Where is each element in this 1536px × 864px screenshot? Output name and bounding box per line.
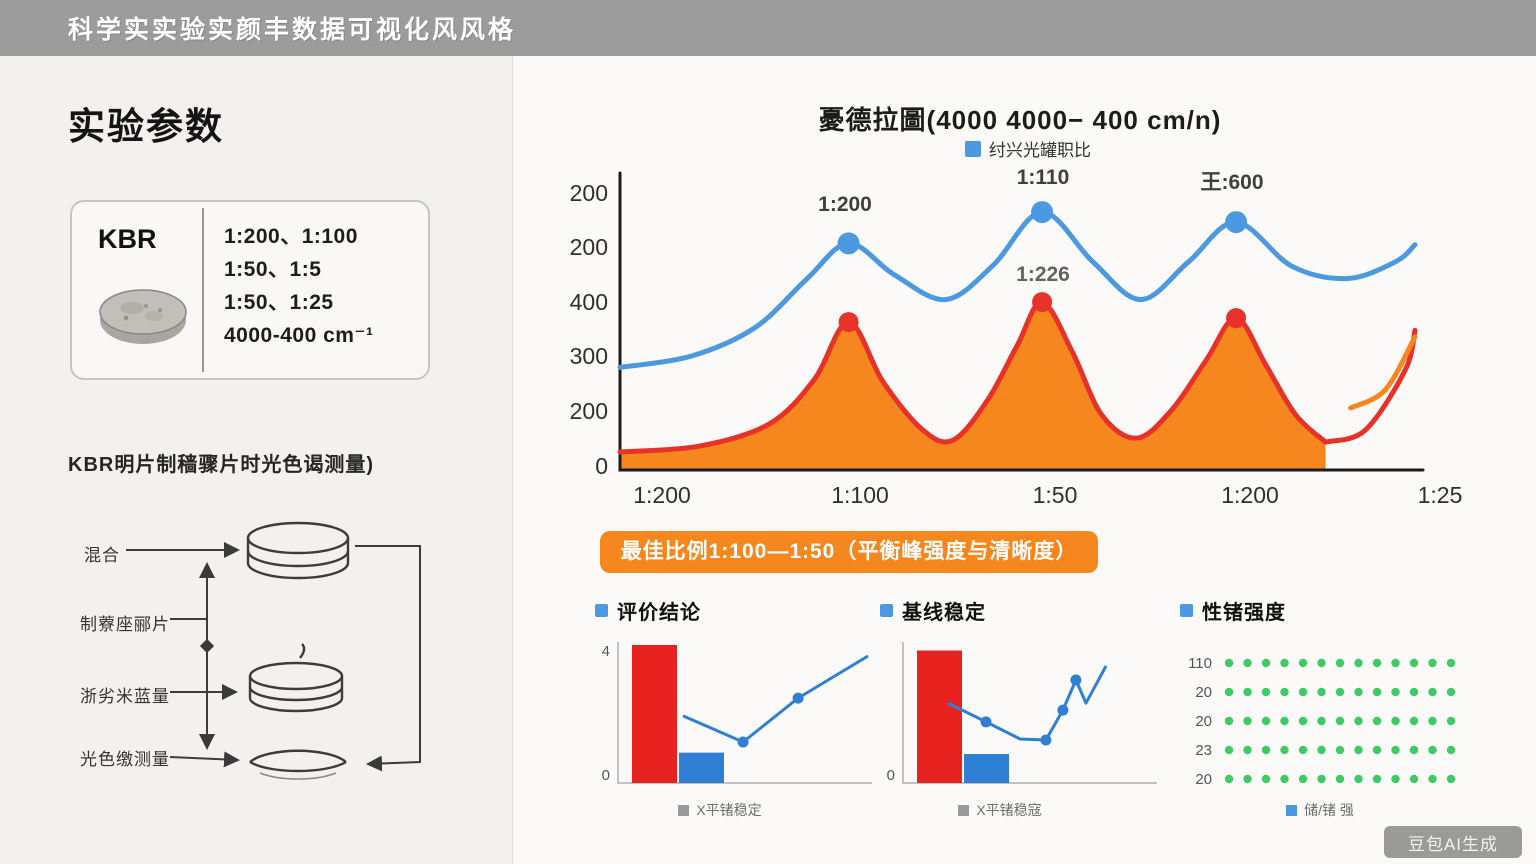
- y-axis-tick: 200: [569, 234, 608, 260]
- peak-annotation: 1:200: [818, 193, 872, 216]
- mini-chart-title: 性锗强度: [1202, 602, 1286, 624]
- arrow-loop: [355, 545, 421, 772]
- x-axis-tick: 1:25: [1417, 482, 1463, 508]
- mini-chart-header: 基线稳定: [880, 596, 986, 625]
- mini-x-label-text: X平锗稳寇: [976, 802, 1042, 818]
- mini-chart-x-label: 储/锗 强: [1200, 800, 1440, 820]
- mini-chart-x-label: X平锗稳定: [620, 800, 820, 820]
- svg-text:20: 20: [1195, 771, 1212, 788]
- main-chart-title: 憂德拉圖(4000 4000− 400 cm/n): [818, 105, 1222, 135]
- junction-diamond: [199, 638, 215, 654]
- param-line: 1:50、1:25: [224, 291, 334, 314]
- peak-annotation: 1:226: [1016, 263, 1070, 286]
- y-axis-tick: 0: [595, 453, 608, 479]
- svg-text:0: 0: [602, 767, 610, 784]
- gray-square-icon: [958, 804, 970, 816]
- card-divider: [202, 208, 204, 372]
- peak-annotation: 王:600: [1200, 171, 1264, 194]
- svg-text:23: 23: [1195, 742, 1212, 759]
- flow-step-label: 混合: [84, 546, 120, 565]
- flow-step-label: 制藔座郦片: [80, 615, 170, 634]
- peak-annotation: 1:110: [1016, 166, 1070, 189]
- mini-chart-title: 基线稳定: [902, 602, 986, 624]
- x-axis-tick: 1:200: [633, 482, 691, 508]
- flow-step-label: 光色缴测量: [80, 750, 170, 769]
- strength-dot-grid: 110 20 20 23 20: [1188, 655, 1456, 788]
- svg-text:4: 4: [602, 643, 610, 660]
- left-panel: [0, 56, 513, 864]
- main-chart-legend: 纣兴光罐职比: [965, 136, 1091, 161]
- page-title: 科学实实验实颜丰数据可视化风风格: [68, 16, 517, 44]
- param-line: 4000-400 cm⁻¹: [224, 324, 374, 347]
- lens-icon: [249, 749, 347, 780]
- svg-text:0: 0: [887, 767, 895, 784]
- x-axis-tick: 1:100: [831, 482, 889, 508]
- process-flow-diagram: 混合 制藔座郦片 浙劣米蓝量 光色缴测量: [68, 500, 478, 800]
- pellet-stack-icon: [246, 521, 350, 580]
- pellet-press-icon: [248, 643, 344, 713]
- flow-step-label: 浙劣米蓝量: [80, 687, 170, 706]
- param-line: 1:200、1:100: [224, 225, 358, 248]
- y-axis-tick: 300: [569, 343, 608, 369]
- flow-art: [126, 521, 421, 780]
- svg-text:20: 20: [1195, 713, 1212, 730]
- mini-x-label-text: X平锗稳定: [696, 802, 762, 818]
- kbr-label: KBR: [98, 224, 157, 254]
- kbr-param-card: KBR 1:200、1:100 1:50、1:5 1:50、1:25 4000-…: [70, 200, 430, 380]
- legend-swatch-icon: [965, 140, 981, 157]
- baseline-bar-chart: 0: [887, 642, 1157, 784]
- x-axis-tick: 1:200: [1221, 482, 1279, 508]
- svg-text:110: 110: [1188, 655, 1212, 672]
- y-axis-tick: 400: [569, 289, 608, 315]
- process-subtitle: KBR明片制穑骤片时光色谒测量): [68, 454, 374, 476]
- ai-watermark: 豆包AI生成: [1384, 826, 1522, 858]
- legend-label: 纣兴光罐职比: [989, 141, 1091, 160]
- y-axis-tick: 200: [569, 398, 608, 424]
- spectrum-line-chart: [617, 171, 1425, 472]
- svg-text:20: 20: [1195, 684, 1212, 701]
- mini-chart-x-label: X平锗稳寇: [900, 800, 1100, 820]
- bullet-square-icon: [880, 604, 893, 617]
- mini-chart-header: 性锗强度: [1180, 596, 1286, 625]
- mini-x-label-text: 储/锗 强: [1304, 802, 1354, 818]
- y-axis-tick: 200: [569, 180, 608, 206]
- bullet-square-icon: [1180, 604, 1193, 617]
- bullet-square-icon: [595, 604, 608, 617]
- evaluation-bar-chart: 40: [602, 642, 872, 784]
- mini-chart-header: 评价结论: [595, 596, 701, 625]
- title-bar: 科学实实验实颜丰数据可视化风风格: [0, 0, 1536, 56]
- x-axis-tick: 1:50: [1032, 482, 1078, 508]
- param-line: 1:50、1:5: [224, 258, 322, 281]
- arrow-lens: [169, 751, 240, 768]
- blue-square-icon: [1286, 804, 1298, 816]
- kbr-pellet-image: [99, 289, 187, 344]
- gray-square-icon: [678, 804, 690, 816]
- section-title: 实验参数: [68, 106, 224, 147]
- param-values: 1:200、1:100 1:50、1:5 1:50、1:25 4000-400 …: [224, 220, 374, 352]
- optimal-ratio-banner: 最佳比例1:100—1:50（平衡峰强度与清晰度）: [600, 531, 1098, 573]
- mini-chart-title: 评价结论: [617, 602, 701, 624]
